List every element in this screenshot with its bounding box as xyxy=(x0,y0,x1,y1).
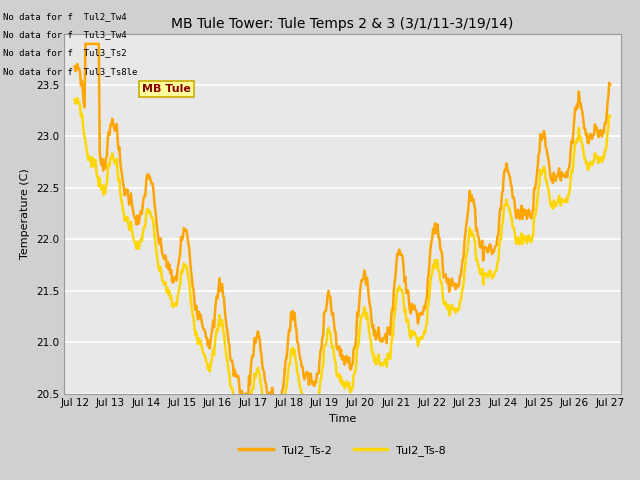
Legend: Tul2_Ts-2, Tul2_Ts-8: Tul2_Ts-2, Tul2_Ts-8 xyxy=(235,440,450,460)
Text: No data for f  Tul3_Ts8le: No data for f Tul3_Ts8le xyxy=(3,67,138,76)
Tul2_Ts-8 xyxy=(606,114,614,120)
Tul2_Ts-8 xyxy=(74,95,81,101)
Tul2_Ts-2 xyxy=(476,241,483,247)
Tul2_Ts-2 xyxy=(81,41,89,47)
Tul2_Ts-2 xyxy=(606,82,614,87)
Tul2_Ts-8 xyxy=(166,296,174,301)
Tul2_Ts-8 xyxy=(71,97,79,103)
Tul2_Ts-8 xyxy=(209,347,217,352)
Tul2_Ts-2 xyxy=(430,231,438,237)
Line: Tul2_Ts-2: Tul2_Ts-2 xyxy=(75,44,610,404)
Text: No data for f  Tul3_Tw4: No data for f Tul3_Tw4 xyxy=(3,30,127,39)
Tul2_Ts-8 xyxy=(315,395,323,401)
Text: No data for f  Tul3_Ts2: No data for f Tul3_Ts2 xyxy=(3,48,127,58)
Text: MB Tule: MB Tule xyxy=(142,84,191,94)
X-axis label: Time: Time xyxy=(329,414,356,424)
Tul2_Ts-2 xyxy=(315,370,323,376)
Y-axis label: Temperature (C): Temperature (C) xyxy=(20,168,30,259)
Tul2_Ts-8 xyxy=(476,269,483,275)
Tul2_Ts-2 xyxy=(166,270,174,276)
Tul2_Ts-8 xyxy=(274,425,282,431)
Tul2_Ts-8 xyxy=(430,265,438,271)
Tul2_Ts-2 xyxy=(71,63,79,69)
Tul2_Ts-2 xyxy=(274,401,282,407)
Tul2_Ts-2 xyxy=(209,317,217,323)
Tul2_Ts-8 xyxy=(388,335,396,340)
Title: MB Tule Tower: Tule Temps 2 & 3 (3/1/11-3/19/14): MB Tule Tower: Tule Temps 2 & 3 (3/1/11-… xyxy=(172,17,513,31)
Text: No data for f  Tul2_Tw4: No data for f Tul2_Tw4 xyxy=(3,12,127,21)
Tul2_Ts-2 xyxy=(388,307,396,312)
Line: Tul2_Ts-8: Tul2_Ts-8 xyxy=(75,98,610,428)
